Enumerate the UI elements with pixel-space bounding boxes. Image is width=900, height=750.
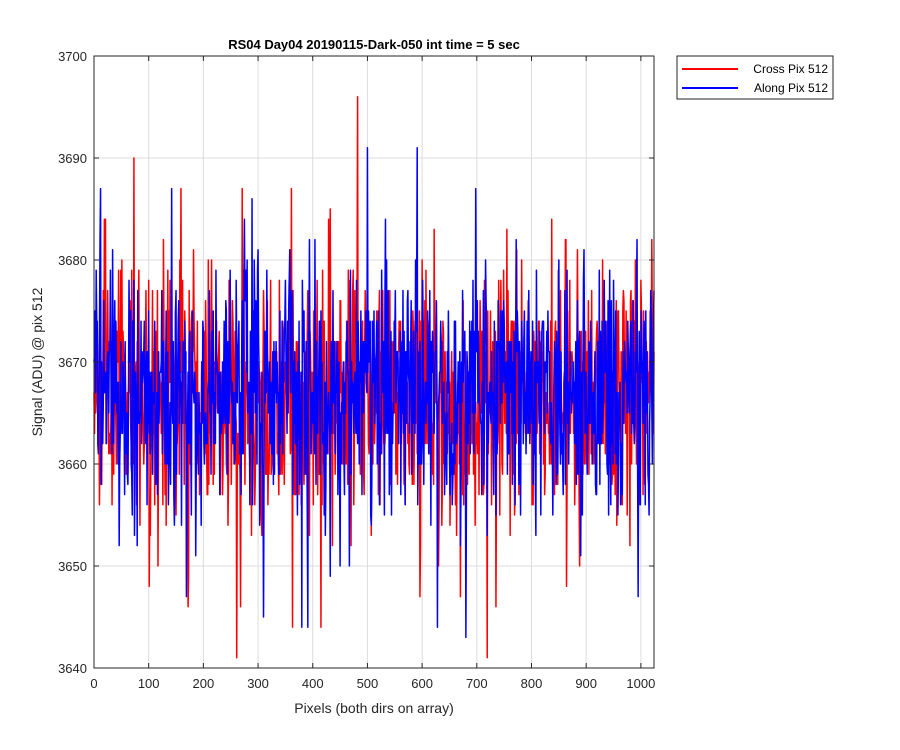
chart-title: RS04 Day04 20190115-Dark-050 int time = … xyxy=(228,37,520,52)
x-tick-label: 700 xyxy=(466,676,488,691)
x-tick-label: 500 xyxy=(357,676,379,691)
x-tick-label: 1000 xyxy=(626,676,655,691)
series-layer xyxy=(93,96,655,659)
x-axis-label: Pixels (both dirs on array) xyxy=(294,700,454,716)
x-tick-label: 100 xyxy=(138,676,160,691)
y-tick-label: 3680 xyxy=(58,253,87,268)
tick-labels: 0 100 200 300 400 500 600 700 800 900 1000 3640 3650… xyxy=(58,49,655,691)
y-tick-label: 3650 xyxy=(58,559,87,574)
y-tick-label: 3640 xyxy=(58,661,87,676)
y-tick-label: 3690 xyxy=(58,151,87,166)
x-tick-label: 900 xyxy=(575,676,597,691)
legend: Cross Pix 512 Along Pix 512 xyxy=(676,55,834,100)
y-tick-label: 3660 xyxy=(58,457,87,472)
x-tick-label: 800 xyxy=(521,676,543,691)
x-tick-label: 0 xyxy=(90,676,97,691)
legend-label-along: Along Pix 512 xyxy=(754,81,828,95)
x-tick-label: 600 xyxy=(411,676,433,691)
x-tick-label: 300 xyxy=(247,676,269,691)
ticks xyxy=(93,55,654,669)
legend-box xyxy=(676,55,834,100)
y-axis-label: Signal (ADU) @ pix 512 xyxy=(29,287,45,436)
x-tick-label: 200 xyxy=(193,676,215,691)
series-line-along-pix-512 xyxy=(93,147,655,639)
legend-label-cross: Cross Pix 512 xyxy=(753,62,828,76)
x-tick-label: 400 xyxy=(302,676,324,691)
y-tick-label: 3700 xyxy=(58,49,87,64)
y-tick-label: 3670 xyxy=(58,355,87,370)
